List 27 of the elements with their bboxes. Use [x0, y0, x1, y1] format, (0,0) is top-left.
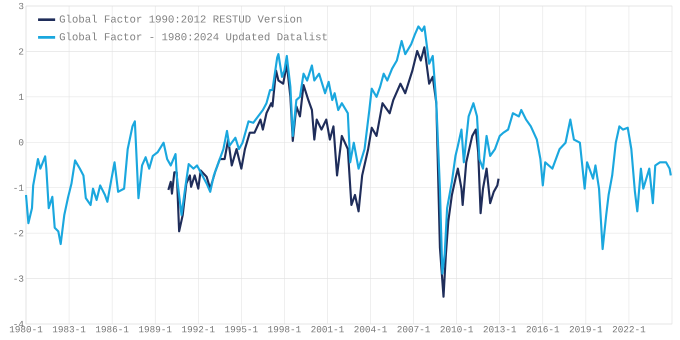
y-tick-label: -4 — [14, 320, 24, 328]
legend-label: Global Factor 1990:2012 RESTUD Version — [60, 14, 302, 23]
y-tick-label: 0 — [18, 139, 24, 146]
x-tick-label: 2007-1 — [397, 326, 430, 332]
x-tick-label: 2001-1 — [311, 326, 344, 332]
y-tick-label: -1 — [14, 184, 24, 191]
y-tick-label: 2 — [19, 48, 24, 55]
y-tick-label: -3 — [14, 275, 24, 282]
x-tick-label: 2010-1 — [440, 326, 474, 332]
x-tick-label: 1980-1 — [10, 326, 42, 332]
x-tick-label: 2016-1 — [526, 326, 560, 332]
x-tick-label: 1986-1 — [96, 326, 128, 332]
y-tick-label: 3 — [18, 2, 24, 10]
x-tick-label: 1995-1 — [225, 326, 258, 332]
x-tick-label: 2004-1 — [354, 326, 387, 332]
x-tick-label: 2022-1 — [612, 326, 646, 332]
x-tick-label: 1983-1 — [52, 326, 86, 332]
y-tick-label: 1 — [19, 94, 24, 100]
x-tick-label: 2019-1 — [570, 326, 602, 332]
line-series — [24, 25, 672, 275]
x-tick-label: 1998-1 — [268, 326, 301, 332]
y-tick-label: -2 — [14, 230, 24, 236]
line-series — [167, 46, 500, 298]
x-tick-label: 1992-1 — [182, 326, 215, 332]
x-tick-label: 2013-1 — [484, 326, 516, 332]
x-tick-label: 1989-1 — [139, 326, 172, 332]
legend-label: Global Factor - 1980:2024 Updated Datalist — [60, 32, 327, 42]
